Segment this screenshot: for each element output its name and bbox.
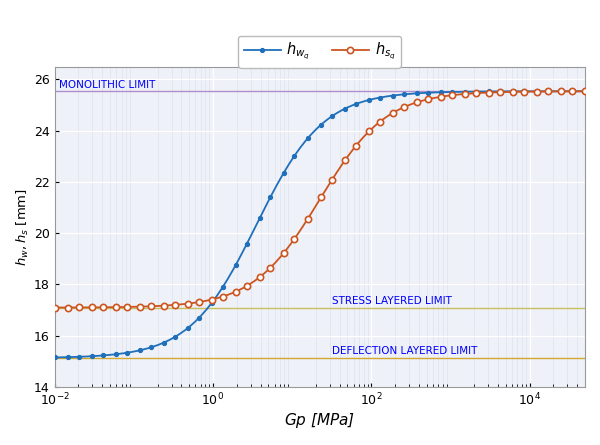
Y-axis label: $h_w, h_s$ [mm]: $h_w, h_s$ [mm] bbox=[15, 188, 31, 266]
$h_{w_q}$ bbox=[555, 89, 562, 94]
$h_{w_q}$ bbox=[51, 355, 58, 360]
$h_{s_q}$ bbox=[83, 305, 90, 310]
Line: $h_{s_q}$: $h_{s_q}$ bbox=[52, 88, 588, 311]
Text: MONOLITHIC LIMIT: MONOLITHIC LIMIT bbox=[59, 80, 155, 89]
$h_{s_q}$ bbox=[536, 89, 543, 94]
$h_{w_q}$ bbox=[192, 318, 199, 324]
$h_{s_q}$ bbox=[192, 300, 199, 305]
Legend: $h_{w_q}$, $h_{s_q}$: $h_{w_q}$, $h_{s_q}$ bbox=[238, 36, 401, 68]
Text: DEFLECTION LAYERED LIMIT: DEFLECTION LAYERED LIMIT bbox=[332, 346, 477, 356]
$h_{w_q}$ bbox=[83, 354, 90, 359]
$h_{w_q}$ bbox=[149, 344, 157, 349]
$h_{s_q}$ bbox=[581, 89, 589, 94]
X-axis label: $Gp$ [MPa]: $Gp$ [MPa] bbox=[284, 411, 355, 430]
Text: STRESS LAYERED LIMIT: STRESS LAYERED LIMIT bbox=[332, 295, 452, 306]
$h_{w_q}$ bbox=[73, 354, 80, 360]
$h_{s_q}$ bbox=[73, 305, 80, 310]
$h_{w_q}$ bbox=[536, 89, 543, 94]
$h_{s_q}$ bbox=[149, 303, 157, 309]
$h_{s_q}$ bbox=[555, 89, 562, 94]
$h_{w_q}$ bbox=[581, 89, 589, 94]
Line: $h_{w_q}$: $h_{w_q}$ bbox=[53, 89, 587, 360]
$h_{s_q}$ bbox=[51, 305, 58, 310]
